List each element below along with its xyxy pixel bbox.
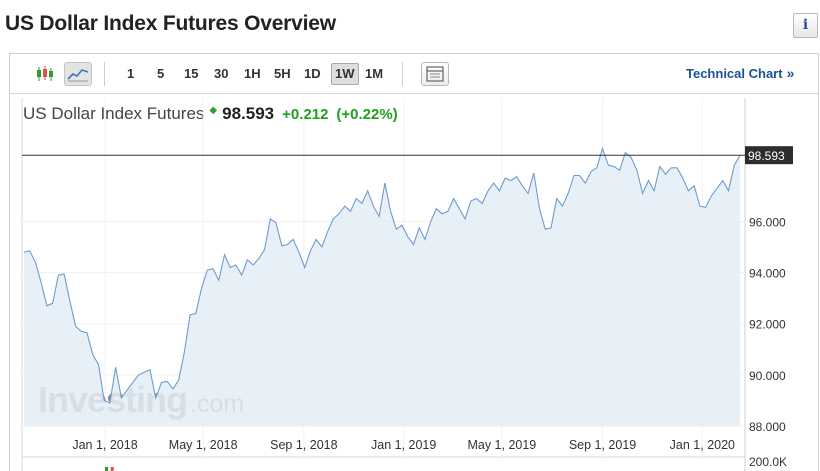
area-chart-icon[interactable] (64, 62, 92, 86)
volume-bar (105, 467, 109, 471)
candlestick-chart-icon[interactable] (30, 62, 58, 86)
technical-chart-link[interactable]: Technical Chart» (686, 65, 794, 81)
series-line (23, 146, 741, 404)
y-tick-label: 92.000 (749, 318, 786, 332)
interval-5h[interactable]: 5H (274, 66, 291, 81)
toolbar-divider (104, 62, 105, 86)
interval-1m[interactable]: 1M (365, 66, 384, 81)
chart-frame: 1 5 15 30 1H 5H 1D 1W 1M Technical Chart… (9, 53, 819, 471)
y-tick-label: 94.000 (749, 267, 786, 281)
chart-settings-icon[interactable] (421, 62, 449, 86)
interval-5[interactable]: 5 (157, 66, 165, 81)
volume-bar (110, 467, 114, 471)
interval-30[interactable]: 30 (214, 66, 229, 81)
toolbar-divider (402, 62, 403, 86)
price-change: +0.212 (282, 106, 329, 123)
double-chevron-right-icon: » (786, 65, 795, 81)
current-price-tag (745, 146, 793, 165)
info-button[interactable]: i (793, 13, 818, 38)
volume-axis-label: 200.0K (749, 455, 787, 469)
x-tick-label: Sep 1, 2018 (270, 438, 337, 452)
price-change-percent: (+0.22%) (336, 106, 398, 123)
interval-15[interactable]: 15 (184, 66, 199, 81)
x-tick-label: May 1, 2019 (467, 438, 536, 452)
interval-1h[interactable]: 1H (244, 66, 261, 81)
y-tick-label: 90.000 (749, 369, 786, 383)
page-title: US Dollar Index Futures Overview (5, 12, 336, 35)
x-tick-label: Jan 1, 2018 (72, 438, 137, 452)
series-area (24, 148, 740, 426)
x-tick-label: Jan 1, 2020 (670, 438, 735, 452)
technical-chart-label: Technical Chart (686, 66, 783, 81)
y-tick-label: 96.000 (749, 215, 786, 229)
x-tick-label: Sep 1, 2019 (569, 438, 636, 452)
instrument-name: US Dollar Index Futures (23, 104, 205, 123)
last-price: 98.593 (222, 104, 275, 123)
quote-header: US Dollar Index Futures ◆ 98.593 +0.212 (+0.… (23, 104, 398, 126)
current-price-label: 98.593 (748, 149, 785, 163)
chart-toolbar: 1 5 15 30 1H 5H 1D 1W 1M Technical Chart… (10, 54, 818, 94)
up-arrow-icon: ◆ (209, 105, 218, 116)
x-tick-label: May 1, 2018 (169, 438, 238, 452)
interval-1d[interactable]: 1D (304, 66, 321, 81)
interval-1[interactable]: 1 (127, 66, 135, 81)
interval-1w[interactable]: 1W (331, 63, 359, 85)
x-tick-label: Jan 1, 2019 (371, 438, 436, 452)
y-tick-label: 88.000 (749, 420, 786, 434)
